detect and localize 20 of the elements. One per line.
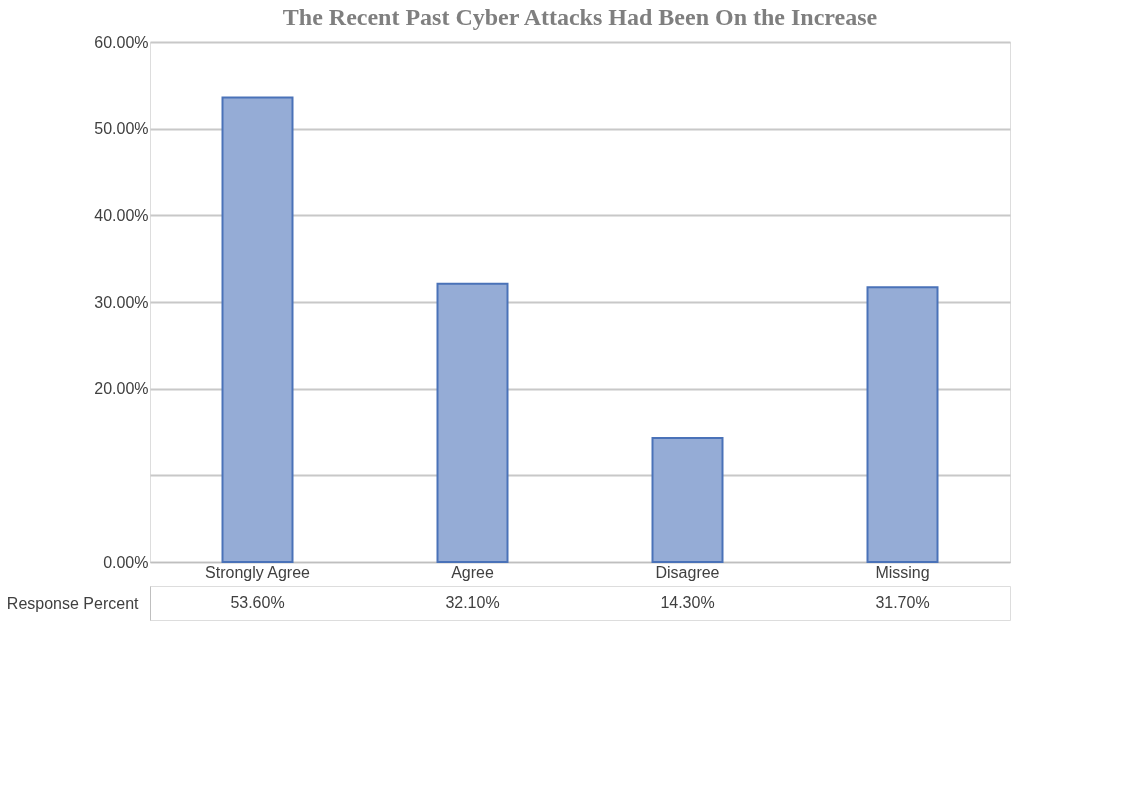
y-tick-label: 20.00% — [94, 380, 149, 398]
bar — [436, 282, 509, 563]
data-label: 32.10% — [445, 594, 500, 611]
x-tick-label: Strongly Agree — [205, 563, 311, 581]
x-tick-label: Agree — [451, 563, 494, 581]
y-tick-label: 0.00% — [103, 553, 149, 571]
x-tick-label: Missing — [875, 563, 930, 581]
data-label: 53.60% — [230, 594, 285, 611]
data-label: 31.70% — [875, 594, 930, 611]
bar — [221, 96, 294, 563]
y-tick-label: 30.00% — [94, 293, 149, 311]
y-tick-label: 60.00% — [94, 33, 149, 51]
y-tick-label: 40.00% — [94, 206, 149, 224]
x-tick-label: Disagree — [655, 563, 720, 581]
y-tick-label: 50.00% — [94, 120, 149, 138]
bar — [651, 437, 724, 563]
bar — [866, 286, 939, 563]
data-label: 14.30% — [660, 594, 715, 611]
chart-title: The Recent Past Cyber Attacks Had Been On the Increase — [282, 4, 878, 30]
text: Response Percent — [6, 594, 140, 612]
